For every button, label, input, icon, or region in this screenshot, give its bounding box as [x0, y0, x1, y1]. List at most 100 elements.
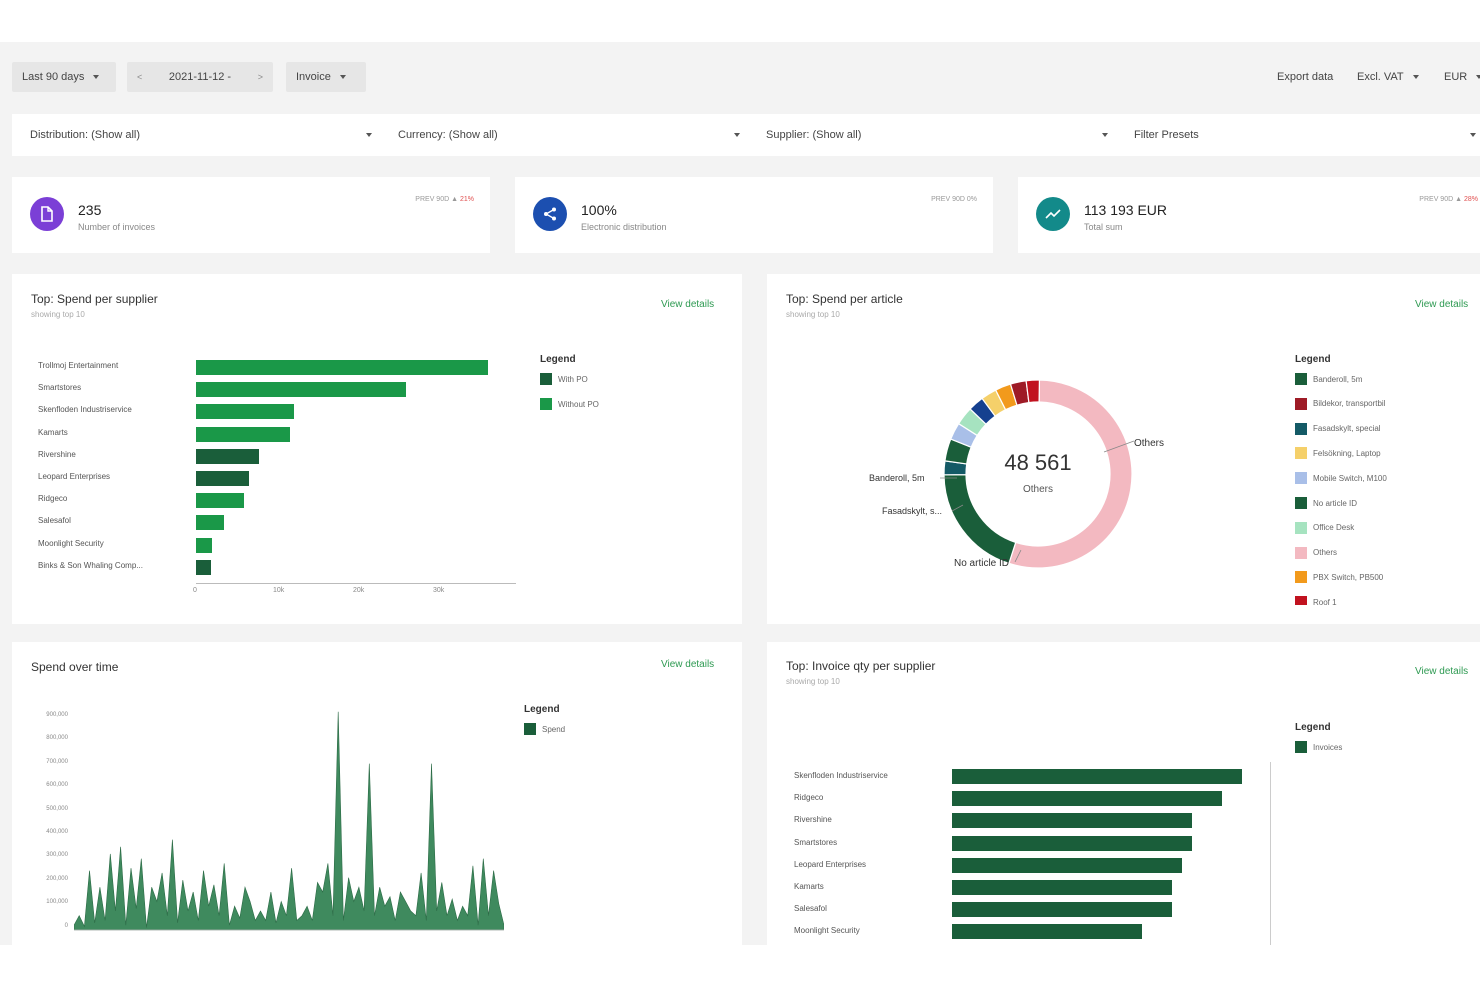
view-details-link[interactable]: View details: [1415, 299, 1469, 310]
supplier-filter[interactable]: Supplier: (Show all): [766, 114, 1108, 156]
kpi-value: 113 193 EUR: [1084, 202, 1168, 218]
legend-item-invoices[interactable]: Invoices: [1295, 741, 1342, 753]
y-tick-label: 100,000: [46, 899, 68, 906]
bar-label: Kamarts: [38, 427, 68, 437]
legend-label: With PO: [558, 374, 588, 384]
legend-label: Mobile Switch, M100: [1313, 473, 1387, 483]
x-tick-label: 10k: [273, 587, 285, 594]
kpi-prev-label: PREV 90D ▲: [1419, 196, 1463, 203]
legend-item[interactable]: Bildekor, transportbil: [1295, 397, 1385, 410]
donut-center-value: 48 561: [1004, 450, 1071, 475]
legend-swatch: [540, 398, 552, 410]
chevron-down-icon: [339, 75, 346, 79]
legend-title: Legend: [1295, 722, 1331, 733]
bar[interactable]: [196, 404, 294, 420]
callout-no-article-id: No article ID: [954, 558, 1009, 569]
legend-item-without-po[interactable]: Without PO: [540, 398, 599, 410]
bar-label: Salesafol: [38, 516, 71, 526]
bar[interactable]: [952, 791, 1222, 807]
bar[interactable]: [196, 426, 291, 442]
currency-label: EUR: [1444, 71, 1468, 83]
spend-area: [74, 711, 504, 931]
legend-item-spend[interactable]: Spend: [524, 723, 565, 735]
date-range-picker[interactable]: < 2021-11-12 - >: [127, 62, 273, 92]
legend-item[interactable]: Banderoll, 5m: [1295, 373, 1362, 385]
panel-subtitle: showing top 10: [31, 310, 85, 319]
legend-title: Legend: [524, 704, 560, 715]
invoice-qty-per-supplier-panel: Top: Invoice qty per supplier showing to…: [767, 642, 1480, 945]
legend-swatch: [1295, 472, 1307, 485]
legend-item-with-po[interactable]: With PO: [540, 373, 588, 385]
legend-label: Invoices: [1313, 742, 1343, 752]
bar[interactable]: [196, 382, 407, 398]
toolbar: Last 90 days < 2021-11-12 - > Invoice Ex…: [12, 62, 1480, 92]
bar[interactable]: [952, 835, 1192, 851]
kpi-comparison: PREV 90D ▲ 28%: [1419, 196, 1478, 203]
bar[interactable]: [952, 813, 1192, 829]
y-tick-label: 400,000: [46, 829, 68, 835]
currency-filter-label: Currency: (Show all): [398, 129, 498, 141]
y-tick-label: 200,000: [46, 875, 68, 882]
view-details-link[interactable]: View details: [1415, 666, 1469, 677]
document-type-dropdown[interactable]: Invoice: [286, 62, 366, 92]
legend-item[interactable]: Mobile Switch, M100: [1295, 472, 1387, 485]
period-dropdown[interactable]: Last 90 days: [12, 62, 116, 92]
bar[interactable]: [196, 471, 249, 486]
bar[interactable]: [196, 559, 212, 575]
legend-swatch: [1295, 447, 1307, 460]
view-details-link[interactable]: View details: [661, 659, 715, 670]
bar[interactable]: [196, 448, 260, 464]
currency-dropdown[interactable]: EUR: [1444, 62, 1480, 92]
bar[interactable]: [952, 924, 1142, 940]
bar[interactable]: [952, 880, 1172, 895]
bar-label: Ridgeco: [38, 494, 68, 504]
bar[interactable]: [196, 537, 212, 553]
donut-slice[interactable]: [1008, 379, 1133, 569]
kpi-card-total-sum[interactable]: 113 193 EUR Total sum PREV 90D ▲ 28%: [1018, 177, 1480, 253]
donut-slice[interactable]: [943, 474, 1017, 565]
export-data-button[interactable]: Export data: [1277, 62, 1333, 92]
kpi-card-distribution[interactable]: 100% Electronic distribution PREV 90D 0%: [515, 177, 993, 253]
view-details-link[interactable]: View details: [661, 299, 715, 310]
document-icon: [30, 197, 64, 231]
supplier-filter-label: Supplier: (Show all): [766, 129, 862, 141]
donut-slice[interactable]: [1025, 379, 1041, 404]
chevron-left-icon[interactable]: <: [137, 72, 143, 82]
bar[interactable]: [196, 493, 244, 509]
y-axis-line: [1270, 762, 1271, 945]
bar[interactable]: [952, 769, 1242, 784]
filter-presets[interactable]: Filter Presets: [1134, 114, 1476, 156]
panel-subtitle: showing top 10: [786, 677, 840, 686]
legend-item[interactable]: PBX Switch, PB500: [1295, 571, 1383, 584]
legend-swatch: [1295, 596, 1307, 605]
legend-item[interactable]: Office Desk: [1295, 521, 1355, 534]
legend-item[interactable]: Roof 1: [1295, 596, 1337, 605]
legend-swatch: [1295, 397, 1307, 410]
legend-label: Fasadskylt, special: [1313, 424, 1381, 434]
legend-item[interactable]: Others: [1295, 546, 1337, 559]
legend-swatch: [524, 723, 536, 735]
distribution-filter[interactable]: Distribution: (Show all): [30, 114, 372, 156]
bar[interactable]: [196, 515, 224, 531]
vat-dropdown[interactable]: Excl. VAT: [1357, 62, 1419, 92]
legend-item[interactable]: Felsökning, Laptop: [1295, 447, 1381, 460]
bar[interactable]: [952, 902, 1172, 918]
chevron-right-icon[interactable]: >: [257, 72, 263, 82]
legend-swatch: [1295, 422, 1307, 435]
bar[interactable]: [952, 857, 1182, 873]
kpi-card-invoices[interactable]: 235 Number of invoices PREV 90D ▲ 21%: [12, 177, 490, 253]
legend-item[interactable]: Fasadskylt, special: [1295, 422, 1381, 435]
bar[interactable]: [196, 360, 488, 375]
spend-over-time-chart: [74, 711, 504, 931]
spend-per-article-donut: 48 561 Others Others Banderoll, 5m Fasad…: [869, 379, 1164, 569]
panel-subtitle: showing top 10: [786, 310, 840, 319]
legend-label: Office Desk: [1313, 523, 1355, 533]
legend-label: No article ID: [1313, 498, 1358, 508]
legend-label: Roof 1: [1313, 597, 1337, 605]
currency-filter[interactable]: Currency: (Show all): [398, 114, 740, 156]
bar-label: Binks & Son Whaling Comp...: [38, 560, 143, 570]
chevron-down-icon: [734, 133, 740, 137]
legend-item[interactable]: No article ID: [1295, 497, 1357, 509]
legend-swatch: [540, 373, 552, 385]
kpi-change: 21%: [459, 196, 474, 203]
